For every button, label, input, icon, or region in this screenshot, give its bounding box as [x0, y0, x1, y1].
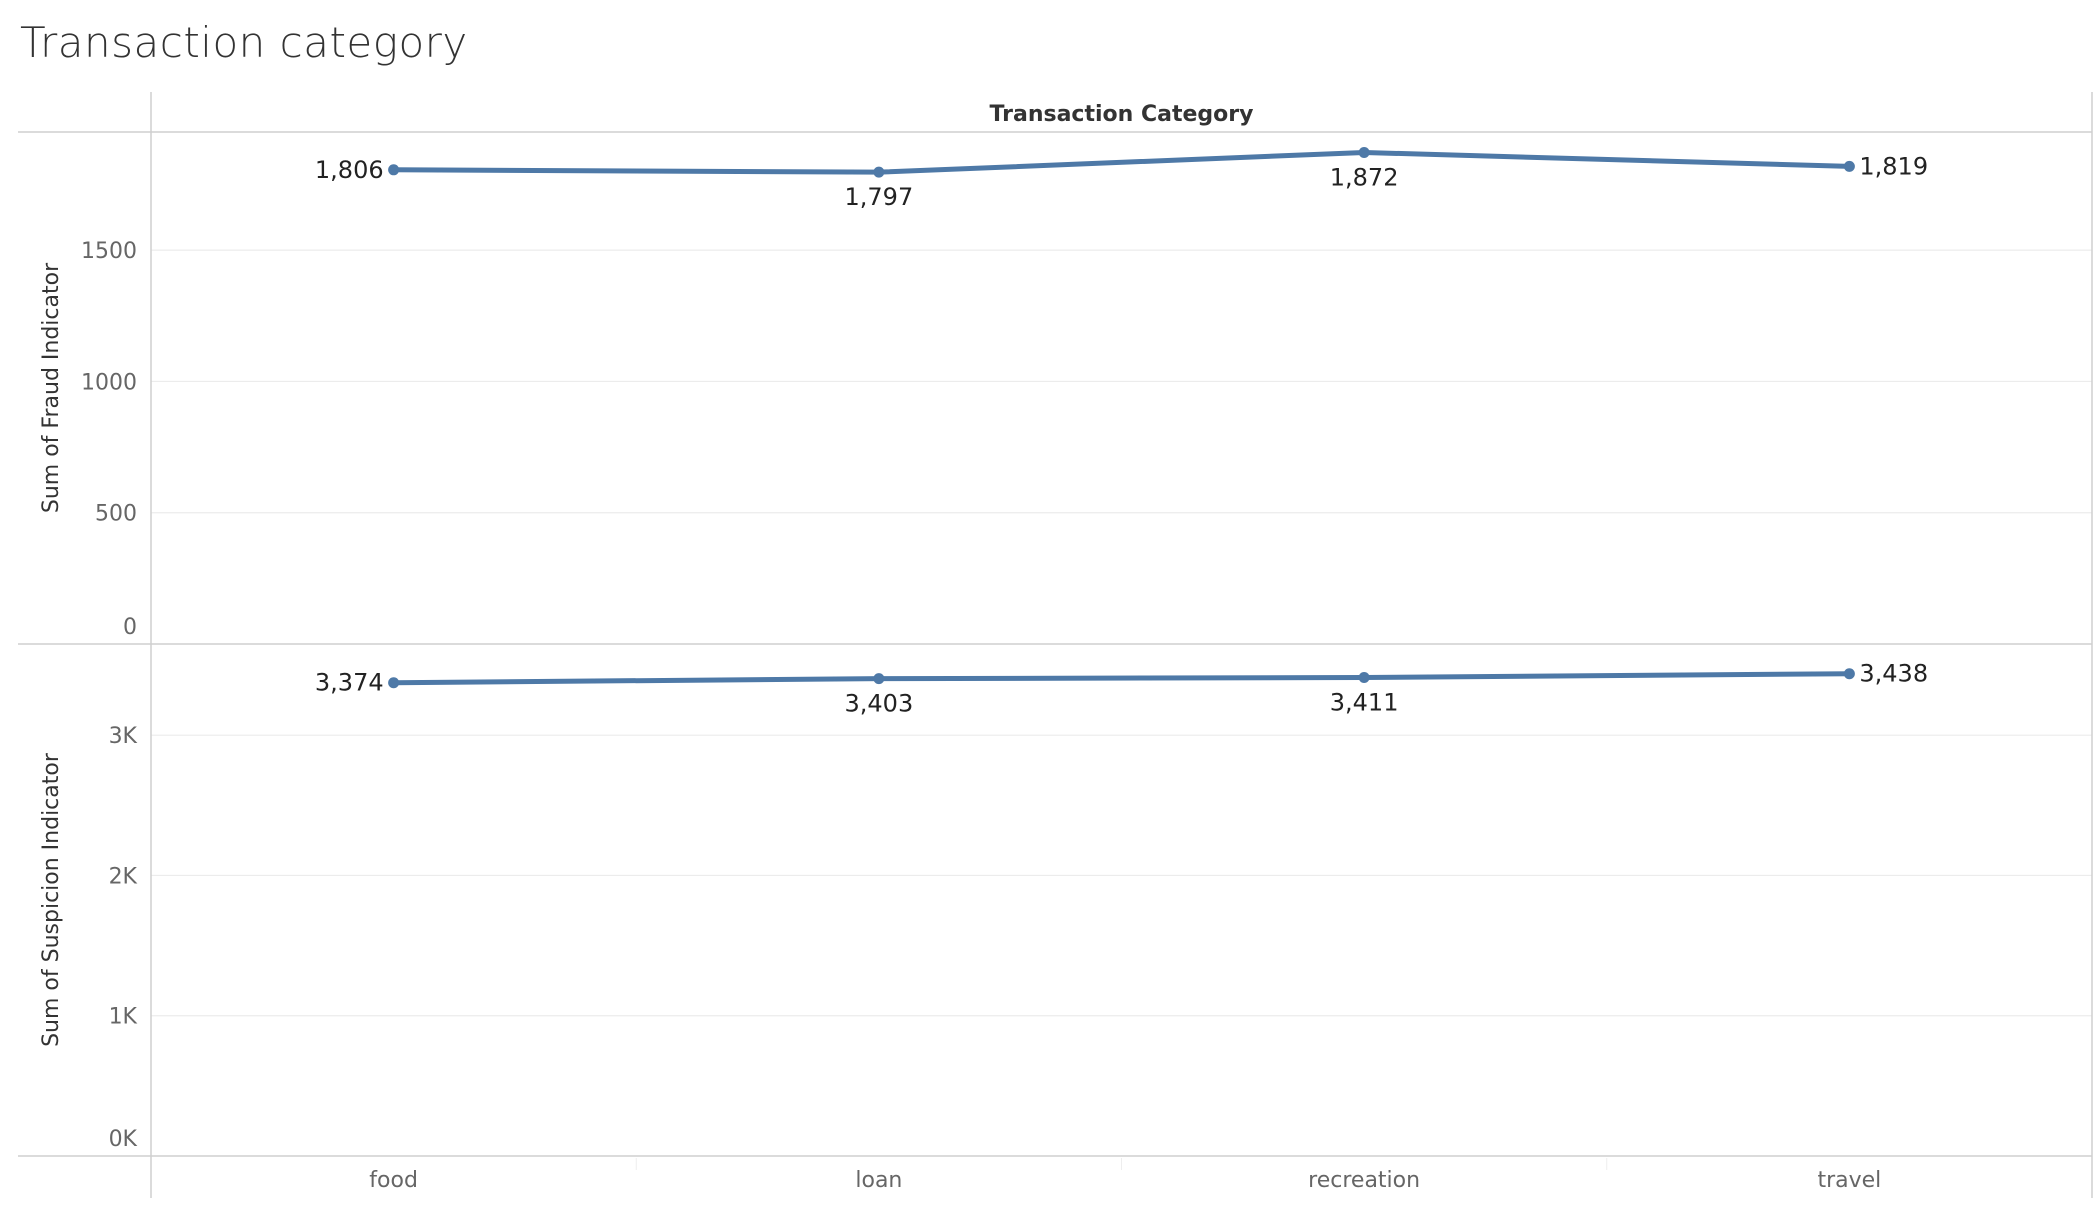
data-label: 3,374: [315, 669, 384, 697]
y-tick-label: 1500: [81, 239, 137, 264]
data-label: 1,806: [315, 156, 384, 184]
x-tick-label: food: [369, 1168, 418, 1193]
data-point: [388, 164, 400, 176]
y-axis-title: Sum of Suspicion Indicator: [39, 752, 64, 1047]
data-label: 3,411: [1330, 689, 1399, 717]
data-point: [1843, 160, 1855, 172]
data-label: 3,403: [845, 690, 914, 718]
data-label: 1,872: [1330, 163, 1399, 191]
x-tick-label: loan: [855, 1168, 902, 1193]
series-line: [391, 671, 1852, 686]
data-point: [388, 677, 400, 689]
header-title: Transaction Category: [990, 102, 1254, 127]
data-point: [1843, 668, 1855, 680]
data-label: 1,819: [1859, 152, 1928, 180]
data-point: [873, 166, 885, 178]
series-line: [391, 149, 1852, 175]
y-tick-label: 3K: [109, 724, 138, 749]
y-tick-label: 2K: [109, 864, 138, 889]
data-label: 1,797: [845, 183, 914, 211]
page-title: Transaction category: [20, 18, 468, 67]
x-tick-label: recreation: [1308, 1168, 1420, 1193]
y-tick-label: 0K: [109, 1127, 138, 1152]
data-label: 3,438: [1859, 660, 1928, 688]
y-tick-label: 500: [95, 502, 137, 527]
data-point: [1358, 672, 1370, 684]
x-tick-label: travel: [1817, 1168, 1881, 1193]
data-point: [873, 673, 885, 685]
y-tick-label: 1000: [81, 370, 137, 395]
y-axis-title: Sum of Fraud Indicator: [39, 262, 64, 513]
data-point: [1358, 146, 1370, 158]
y-tick-label: 0: [123, 615, 137, 640]
y-tick-label: 1K: [109, 1005, 138, 1030]
